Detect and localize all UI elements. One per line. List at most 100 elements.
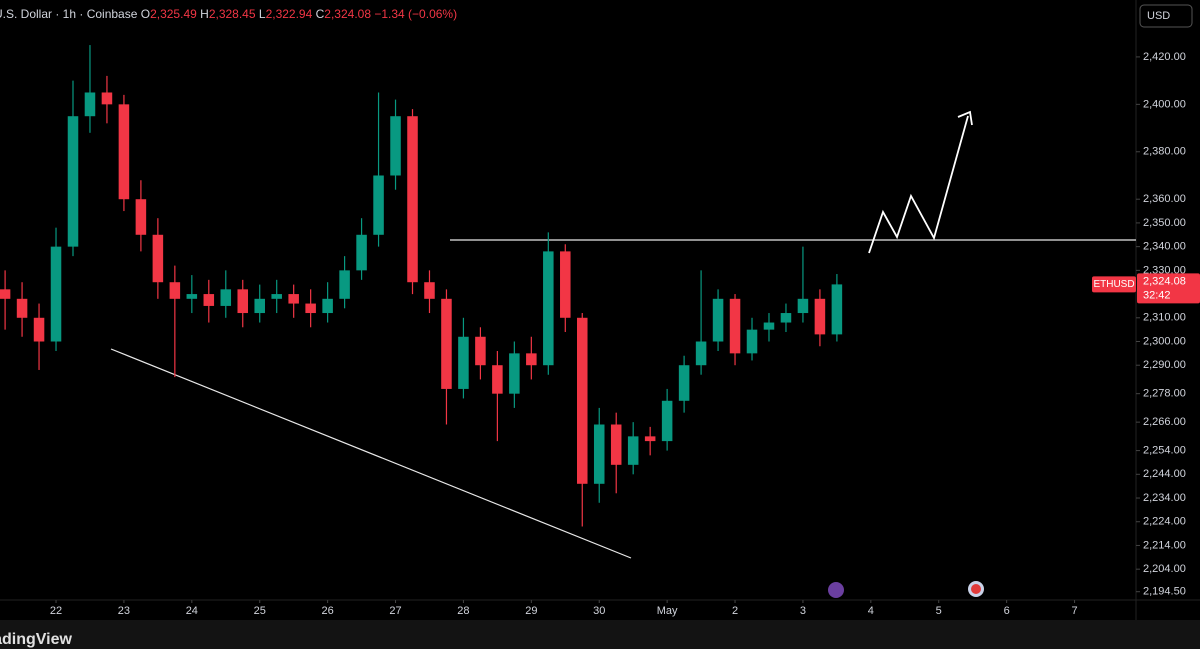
x-tick-label: 2 bbox=[732, 605, 738, 617]
ohlc-label: L bbox=[259, 7, 266, 21]
candle-body bbox=[50, 246, 62, 342]
candle-body bbox=[152, 234, 164, 283]
ohlc-label: H bbox=[200, 7, 209, 21]
y-tick-label: 2,254.00 bbox=[1143, 444, 1186, 456]
x-tick-label: 23 bbox=[118, 605, 130, 617]
candle-body bbox=[186, 294, 198, 299]
symbol: U.S. Dollar · 1h · Coinbase bbox=[0, 7, 138, 21]
candle-body bbox=[373, 175, 384, 235]
header: U.S. Dollar · 1h · Coinbase O2,325.49 H 2… bbox=[0, 7, 457, 21]
candle-body bbox=[729, 298, 741, 354]
candle-body bbox=[271, 294, 282, 299]
price-tag-label: 2,324.08 bbox=[1143, 275, 1186, 287]
x-tick-label: 5 bbox=[936, 605, 942, 617]
candle-body bbox=[627, 436, 639, 465]
x-tick-label: 6 bbox=[1004, 605, 1010, 617]
x-tick-label: 24 bbox=[186, 605, 198, 617]
candle-body bbox=[339, 270, 350, 299]
trend-line bbox=[110, 348, 632, 559]
y-tick-label: 2,360.00 bbox=[1143, 193, 1186, 205]
change: −1.34 (−0.06%) bbox=[374, 7, 457, 21]
candle-body bbox=[305, 303, 316, 314]
y-tick-label: 2,234.00 bbox=[1143, 492, 1186, 504]
candles bbox=[0, 45, 843, 527]
candle-body bbox=[475, 336, 486, 366]
candle-body bbox=[644, 436, 656, 442]
candle-body bbox=[593, 424, 605, 484]
y-tick-label: 2,266.00 bbox=[1143, 416, 1186, 428]
y-tick-label: 2,300.00 bbox=[1143, 335, 1186, 347]
candle-body bbox=[356, 234, 367, 271]
x-tick-label: May bbox=[657, 605, 678, 617]
candle-body bbox=[492, 365, 503, 394]
candle-body bbox=[135, 199, 147, 235]
currency-label[interactable]: USD bbox=[1147, 10, 1170, 22]
y-tick-label: 2,244.00 bbox=[1143, 468, 1186, 480]
price-tag bbox=[1137, 273, 1200, 304]
candle-body bbox=[678, 365, 690, 401]
candle-body bbox=[203, 294, 215, 306]
logo: TradingView bbox=[0, 631, 73, 648]
candle-body bbox=[288, 294, 299, 304]
y-tick-label: 2,310.00 bbox=[1143, 312, 1186, 324]
candle-body bbox=[67, 116, 79, 247]
y-tick-label: 2,278.00 bbox=[1143, 388, 1186, 400]
y-tick-label: 2,380.00 bbox=[1143, 146, 1186, 158]
candle-body bbox=[390, 116, 401, 176]
candle-body bbox=[509, 353, 520, 394]
candle-body bbox=[16, 298, 28, 318]
candle-body bbox=[322, 298, 333, 314]
symbol-tag-label: ETHUSD bbox=[1093, 279, 1134, 290]
candle-body bbox=[797, 298, 809, 314]
candle-body bbox=[661, 400, 673, 442]
candle-body bbox=[576, 317, 588, 484]
countdown: 32:42 bbox=[1143, 289, 1171, 301]
y-tick-label: 2,330.00 bbox=[1143, 264, 1186, 276]
x-tick-label: 4 bbox=[868, 605, 874, 617]
candle-body bbox=[169, 282, 181, 299]
x-tick-label: 29 bbox=[525, 605, 537, 617]
candle-body bbox=[101, 92, 113, 105]
candle-body bbox=[254, 298, 265, 314]
y-tick-label: 2,204.00 bbox=[1143, 563, 1186, 575]
event-icon-inner bbox=[971, 584, 981, 594]
currency-button[interactable] bbox=[1139, 4, 1193, 28]
y-tick-label: 2,420.00 bbox=[1143, 51, 1186, 63]
candle-body bbox=[560, 251, 571, 318]
ohlc-value: 2,322.94 bbox=[266, 7, 313, 21]
ohlc-value: 2,325.49 bbox=[150, 7, 197, 21]
y-tick-label: 2,400.00 bbox=[1143, 98, 1186, 110]
y-tick-label: 2,350.00 bbox=[1143, 217, 1186, 229]
x-tick-label: 22 bbox=[50, 605, 62, 617]
candle-body bbox=[695, 341, 707, 366]
y-tick-label: 2,340.00 bbox=[1143, 241, 1186, 253]
event-icon[interactable] bbox=[828, 582, 844, 598]
candle-body bbox=[814, 298, 826, 335]
x-tick-label: 30 bbox=[593, 605, 605, 617]
y-tick-label: 2,194.50 bbox=[1143, 586, 1186, 598]
candle-body bbox=[407, 116, 418, 283]
y-tick-label: 2,214.00 bbox=[1143, 539, 1186, 551]
projection-path bbox=[868, 115, 969, 254]
candle-body bbox=[424, 282, 435, 299]
candle-body bbox=[610, 424, 622, 465]
candle-body bbox=[746, 329, 758, 354]
ohlc-value: 2,324.08 bbox=[324, 7, 371, 21]
ohlc-label: O bbox=[141, 7, 150, 21]
candle-body bbox=[33, 317, 45, 342]
arrow-head bbox=[957, 110, 973, 126]
x-tick-label: 26 bbox=[322, 605, 334, 617]
candle-body bbox=[763, 322, 775, 330]
x-tick-label: 28 bbox=[457, 605, 469, 617]
x-tick-label: 3 bbox=[800, 605, 806, 617]
x-tick-label: 25 bbox=[254, 605, 266, 617]
candle-body bbox=[84, 92, 96, 117]
y-tick-label: 2,224.00 bbox=[1143, 516, 1186, 528]
candle-body bbox=[220, 289, 232, 306]
candle-body bbox=[543, 251, 554, 366]
candle-body bbox=[780, 313, 792, 323]
candle-body bbox=[526, 353, 537, 366]
